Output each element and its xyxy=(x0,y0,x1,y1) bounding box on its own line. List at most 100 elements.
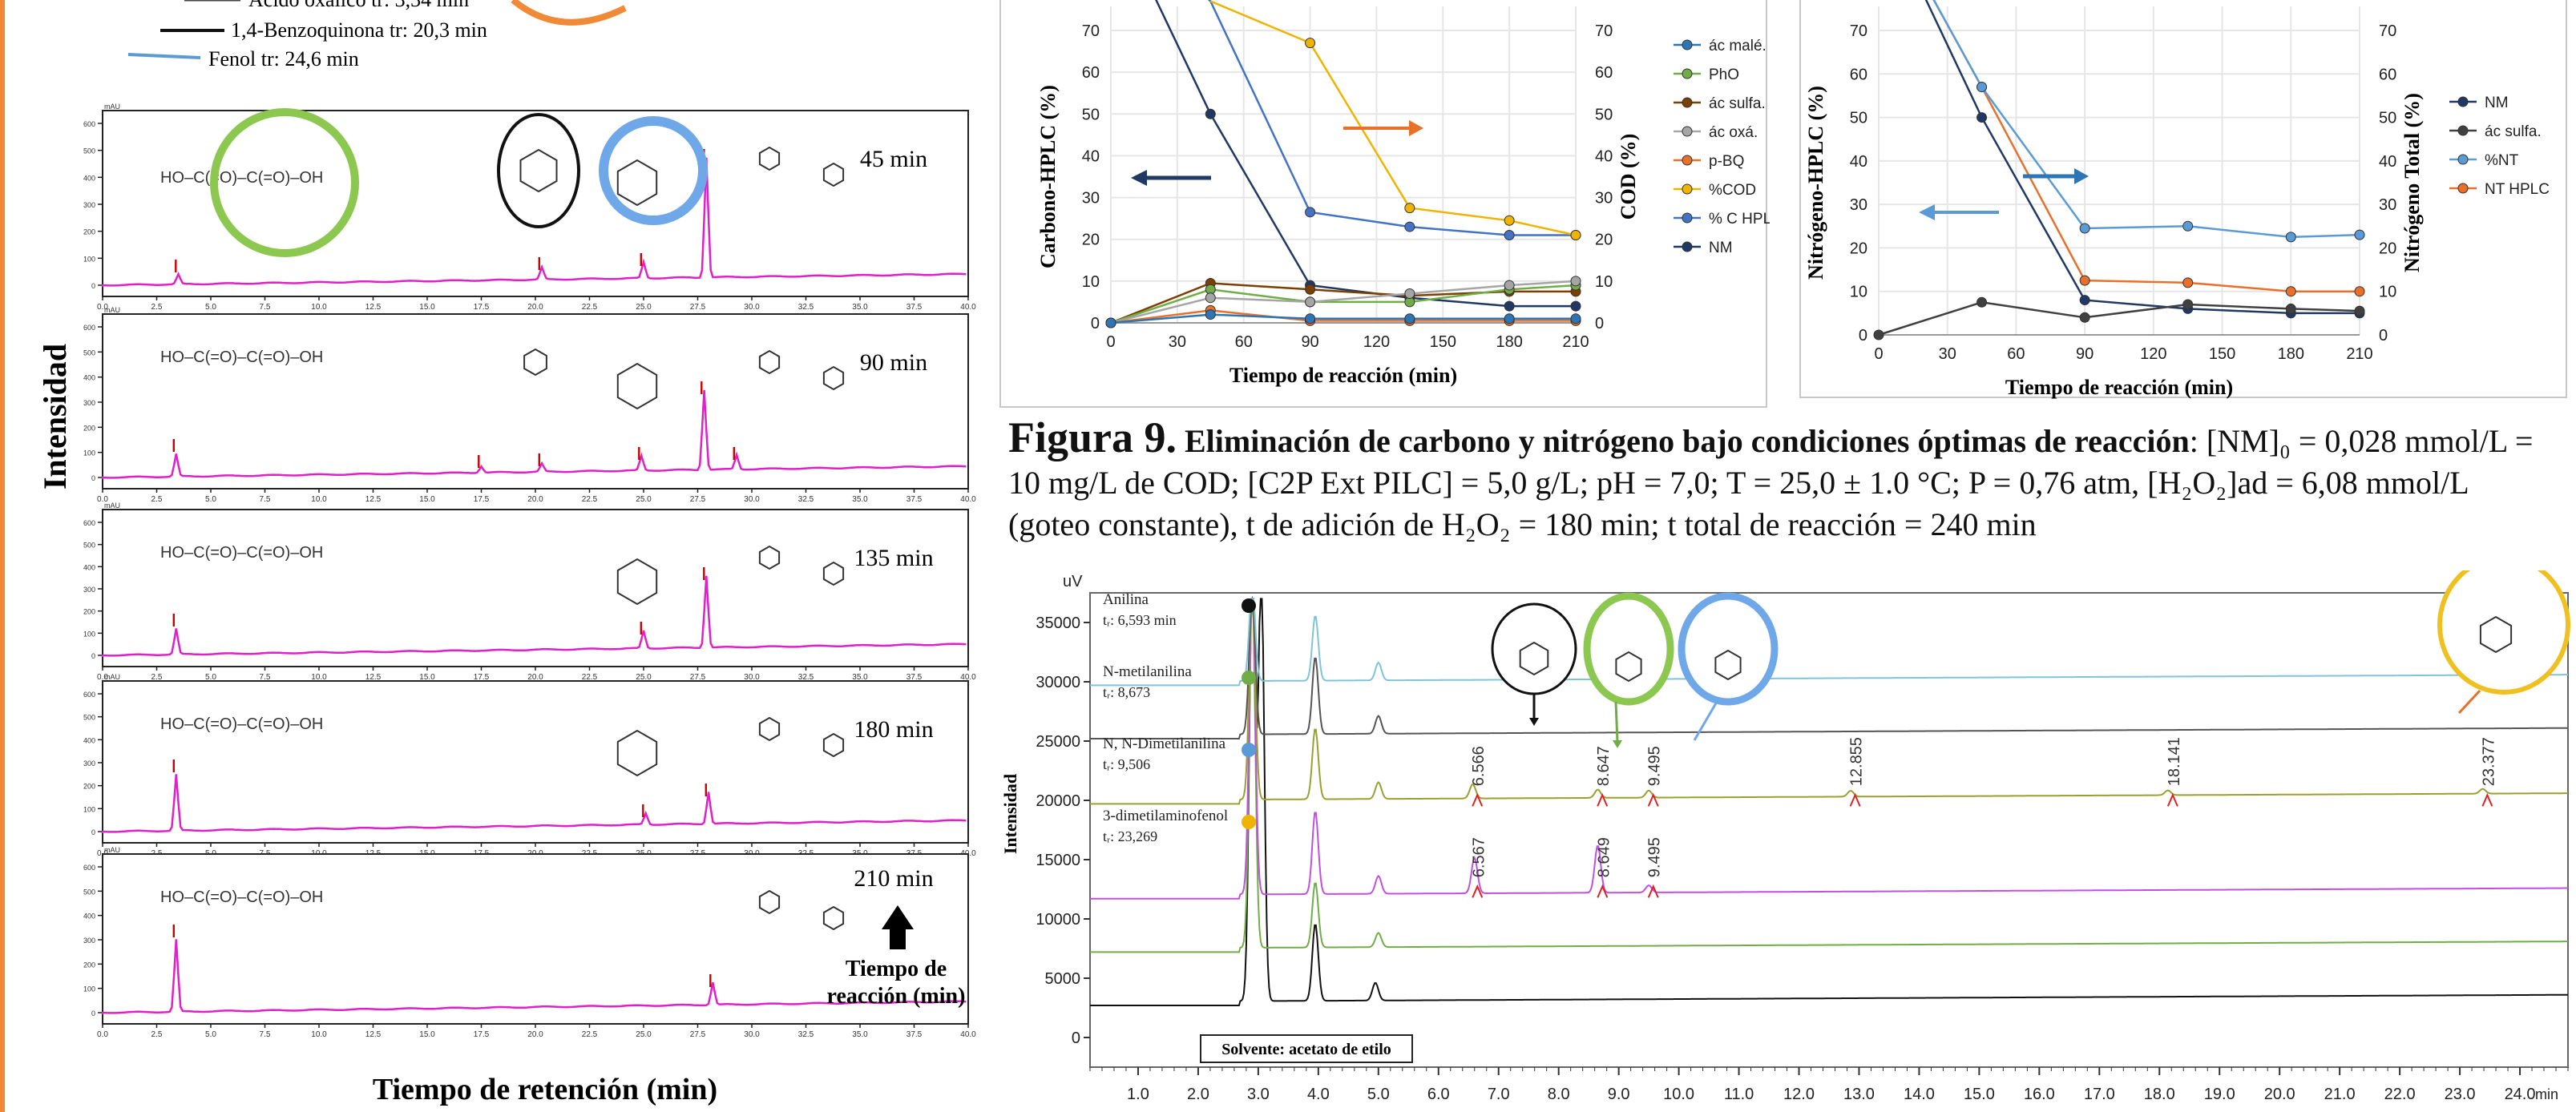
legend-entry: %NT xyxy=(2485,152,2519,169)
x-tick-label: 12.5 xyxy=(365,303,382,312)
unit-label: mAU xyxy=(104,306,120,314)
molecule-sketch xyxy=(822,365,845,391)
y-tick-left: 50 xyxy=(1082,106,1100,123)
x-tick-label: 32.5 xyxy=(798,1030,814,1039)
unit-label: mAU xyxy=(104,673,120,681)
x-tick-label: 5.0 xyxy=(205,1030,216,1039)
chromatogram-trace xyxy=(101,157,967,287)
legend-dot xyxy=(1242,815,1256,829)
data-point xyxy=(1976,112,1988,123)
y-tick-left: 0 xyxy=(1091,315,1100,332)
y-tick-label: 500 xyxy=(83,147,95,155)
trace-0 xyxy=(1090,598,2568,1006)
series-line xyxy=(1932,0,2360,239)
unit-label: mAU xyxy=(104,502,120,510)
y-tick-left: 20 xyxy=(1082,232,1100,249)
data-point xyxy=(1504,215,1515,226)
peak-marker: ▬▬ xyxy=(701,784,709,796)
y-tick-label: 500 xyxy=(83,542,95,550)
x-tick-label: 9.0 xyxy=(1608,1086,1630,1103)
x-tick-label: 11.0 xyxy=(1724,1086,1754,1103)
legend-tr: tᵣ: 6,593 min xyxy=(1103,612,1177,628)
y-tick-label: 100 xyxy=(83,805,95,813)
x-tick-label: 20.0 xyxy=(527,1030,543,1039)
peak-marker: ▬▬ xyxy=(172,260,179,272)
data-point xyxy=(1404,288,1415,299)
x-tick-label: 15.0 xyxy=(419,495,435,504)
n-n-dimethylaniline-circle xyxy=(1678,592,1779,706)
y-unit: uV xyxy=(1063,573,1083,590)
x-tick-label: 20.0 xyxy=(527,673,543,682)
x-tick-label: 25.0 xyxy=(636,303,652,312)
x-tick-label: 150 xyxy=(1430,333,1456,351)
legend-entry: %COD xyxy=(1709,182,1756,199)
trace-4 xyxy=(1090,595,2568,739)
y-tick-right: 10 xyxy=(1595,273,1613,291)
x-unit: min xyxy=(2535,1086,2558,1102)
panel-frame xyxy=(102,110,969,297)
data-point xyxy=(1404,203,1415,214)
data-point xyxy=(1570,230,1581,240)
caption-title: Eliminación de carbono y nitrógeno bajo … xyxy=(1185,423,2190,459)
data-point xyxy=(1205,292,1216,304)
x-tick-label: 10.0 xyxy=(311,303,327,312)
x-tick-label: 30.0 xyxy=(744,673,760,682)
molecule-sketch xyxy=(758,545,781,570)
y-tick-label: 100 xyxy=(83,255,95,263)
y-tick-label: 600 xyxy=(83,324,95,332)
peak-marker: ▬▬ xyxy=(639,804,646,817)
x-tick-label: 35.0 xyxy=(852,303,868,312)
highlight-ring-top xyxy=(511,0,627,26)
reaction-time-label: 180 min xyxy=(854,716,933,743)
y-tick-label: 100 xyxy=(83,985,95,993)
molecule-sketch xyxy=(822,732,845,758)
unit-label: mAU xyxy=(104,103,120,111)
x-tick-label: 16.0 xyxy=(2024,1086,2055,1103)
benzene-ring-icon xyxy=(1714,649,1742,681)
benzene-ring-icon xyxy=(2479,615,2513,654)
y-tick-label: 15000 xyxy=(1036,852,1080,869)
data-point xyxy=(1570,300,1581,312)
y-tick-left: 20 xyxy=(1850,240,1867,257)
x-tick-label: 19.0 xyxy=(2204,1086,2235,1103)
peak-marker: ▬▬ xyxy=(636,253,644,266)
y-tick-label: 0 xyxy=(91,282,95,290)
y-tick-left: 60 xyxy=(1850,66,1867,83)
benzene-ring-icon xyxy=(1519,641,1549,676)
y-tick-label: 400 xyxy=(83,913,95,921)
x-tick-label: 21.0 xyxy=(2324,1086,2356,1103)
benzene-ring-icon xyxy=(1615,651,1642,683)
x-tick-label: 2.5 xyxy=(151,303,163,312)
data-point xyxy=(2354,229,2365,240)
peak-label: 8.649 xyxy=(1595,837,1613,877)
x-tick-label: 27.5 xyxy=(690,303,706,312)
x-tick-label: 10.0 xyxy=(311,1030,327,1039)
panel-frame xyxy=(102,313,969,490)
peak-marker: ▬▬ xyxy=(634,447,641,460)
y-tick-label: 100 xyxy=(83,630,95,638)
legend-tr: tᵣ: 8,673 xyxy=(1103,684,1150,700)
x-tick-label: 18.0 xyxy=(2144,1086,2175,1103)
y-tick-label: 0 xyxy=(91,1009,95,1017)
x-tick-label: 6.0 xyxy=(1427,1086,1450,1103)
y-tick-left: 30 xyxy=(1850,196,1867,214)
x-tick-label: 12.5 xyxy=(365,1030,382,1039)
figure-caption: Figura 9. Eliminación de carbono y nitró… xyxy=(1008,416,2547,546)
y-axis-title-left: Carbono-HPLC (%) xyxy=(1036,85,1060,268)
data-point xyxy=(1305,296,1316,308)
panel-frame xyxy=(102,509,969,667)
x-tick-label: 180 xyxy=(2278,345,2304,363)
peak-label: 6.567 xyxy=(1470,837,1488,877)
x-tick-label: 40.0 xyxy=(960,1030,976,1039)
y-tick-right: 0 xyxy=(2379,327,2388,344)
x-tick-label: 15.0 xyxy=(419,303,435,312)
x-tick-label: 2.0 xyxy=(1187,1086,1209,1103)
x-tick-label: 0.0 xyxy=(97,1030,108,1039)
x-tick-label: 30 xyxy=(1939,345,1956,363)
data-point xyxy=(1976,296,1988,308)
x-tick-label: 60 xyxy=(1235,333,1253,351)
y-tick-right: 0 xyxy=(1595,315,1604,332)
series-line xyxy=(1110,284,1577,324)
molecule-sketch xyxy=(616,159,658,207)
